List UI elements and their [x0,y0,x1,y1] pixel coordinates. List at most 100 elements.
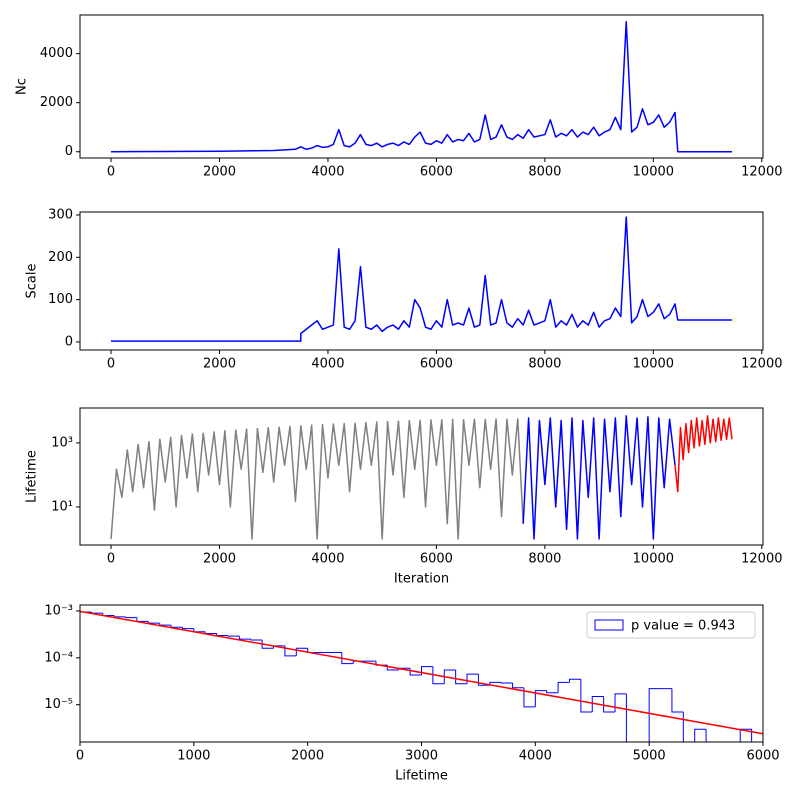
histogram-bin [534,690,547,707]
histogram-bin [216,633,228,636]
line-series [110,418,524,540]
fit-line [80,610,763,735]
histogram-bin [181,627,194,630]
legend-label: p value = 0.943 [631,619,735,634]
histogram-bin [238,636,251,640]
x-tick-label: 1000 [177,749,210,764]
histogram-bin [625,693,638,742]
histogram-bin [603,696,616,713]
x-tick-label: 12000 [741,165,782,180]
x-tick-label: 0 [107,165,115,180]
histogram-bin [500,682,513,684]
x-tick-label: 2000 [203,165,236,180]
histogram-bin [147,621,160,624]
x-tick-label: 8000 [528,357,561,372]
histogram-bin [204,631,217,635]
x-tick-label: 8000 [528,552,561,567]
x-tick-label: 10000 [633,357,674,372]
plot-area [80,610,763,742]
y-axis-label: Lifetime [25,450,40,503]
x-tick-label: 4000 [519,749,552,764]
line-series [522,415,676,540]
histogram-bin [671,688,684,713]
x-tick-label: 0 [76,749,84,764]
histogram-bin [284,645,297,657]
y-tick-label: 10⁻⁴ [44,650,73,665]
histogram-bin [705,729,718,742]
plot-area [111,21,732,153]
histogram-bin [557,681,570,693]
x-tick-label: 6000 [420,357,453,372]
histogram-bin [90,612,103,614]
y-tick-label: 0 [65,144,73,159]
line-series [111,216,732,342]
histogram-bin [193,628,206,633]
x-tick-label: 6000 [746,749,779,764]
histogram-bin [170,625,183,628]
line-series [111,21,732,153]
x-tick-label: 12000 [741,357,782,372]
histogram-bin [261,640,274,649]
x-tick-label: 8000 [528,165,561,180]
histogram-bin [523,687,536,708]
histogram-bin [159,623,172,626]
histogram-bin [694,728,707,742]
y-tick-label: 10⁻³ [44,603,73,618]
histogram-bin [512,683,524,689]
plot-area [110,415,733,540]
histogram-bin [80,611,92,742]
axes-frame [79,407,764,546]
x-axis-label: Lifetime [395,769,448,784]
y-tick-label: 10¹ [51,499,73,514]
legend-box [586,611,756,639]
y-tick-label: 200 [48,250,73,265]
histogram-bin [250,639,263,641]
histogram-bin [432,666,445,685]
y-tick-label: 10³ [51,435,73,450]
histogram-bin [648,688,661,742]
y-tick-label: 0 [65,334,73,349]
histogram-bin [739,728,753,742]
histogram-bin [227,635,240,637]
x-tick-label: 2000 [203,552,236,567]
x-tick-label: 6000 [420,552,453,567]
line-series [674,415,733,493]
histogram-bin [295,647,308,656]
histogram-bin [136,617,149,622]
x-axis-label: Iteration [394,572,449,587]
plot-area [111,216,732,342]
y-tick-label: 4000 [40,46,73,61]
y-tick-label: 300 [48,207,73,222]
histogram-bin [113,615,126,618]
histogram-bin [568,678,581,683]
x-tick-label: 3000 [405,749,438,764]
y-axis-label: Nc [15,78,30,95]
axes-frame [79,604,764,743]
y-axis-label: Scale [25,264,40,299]
histogram-bin [125,616,137,619]
x-tick-label: 10000 [633,552,674,567]
histogram-bin [546,690,559,694]
histogram-bin [443,669,456,684]
y-tick-label: 10⁻⁵ [44,697,73,712]
x-tick-label: 4000 [311,552,344,567]
x-tick-label: 2000 [291,749,324,764]
axes-frame [79,14,764,159]
histogram-bin [591,695,604,712]
histogram-bin [614,693,627,712]
axes-frame [79,211,764,351]
y-tick-label: 2000 [40,95,73,110]
x-tick-label: 4000 [311,357,344,372]
x-tick-label: 5000 [633,749,666,764]
histogram-bin [580,679,593,713]
x-tick-label: 12000 [741,552,782,567]
histogram-bin [477,674,490,686]
x-tick-label: 4000 [311,165,344,180]
x-tick-label: 6000 [420,165,453,180]
x-tick-label: 0 [107,552,115,567]
y-tick-label: 100 [48,292,73,307]
x-tick-label: 2000 [203,357,236,372]
histogram-bin [455,669,468,685]
x-tick-label: 10000 [633,165,674,180]
